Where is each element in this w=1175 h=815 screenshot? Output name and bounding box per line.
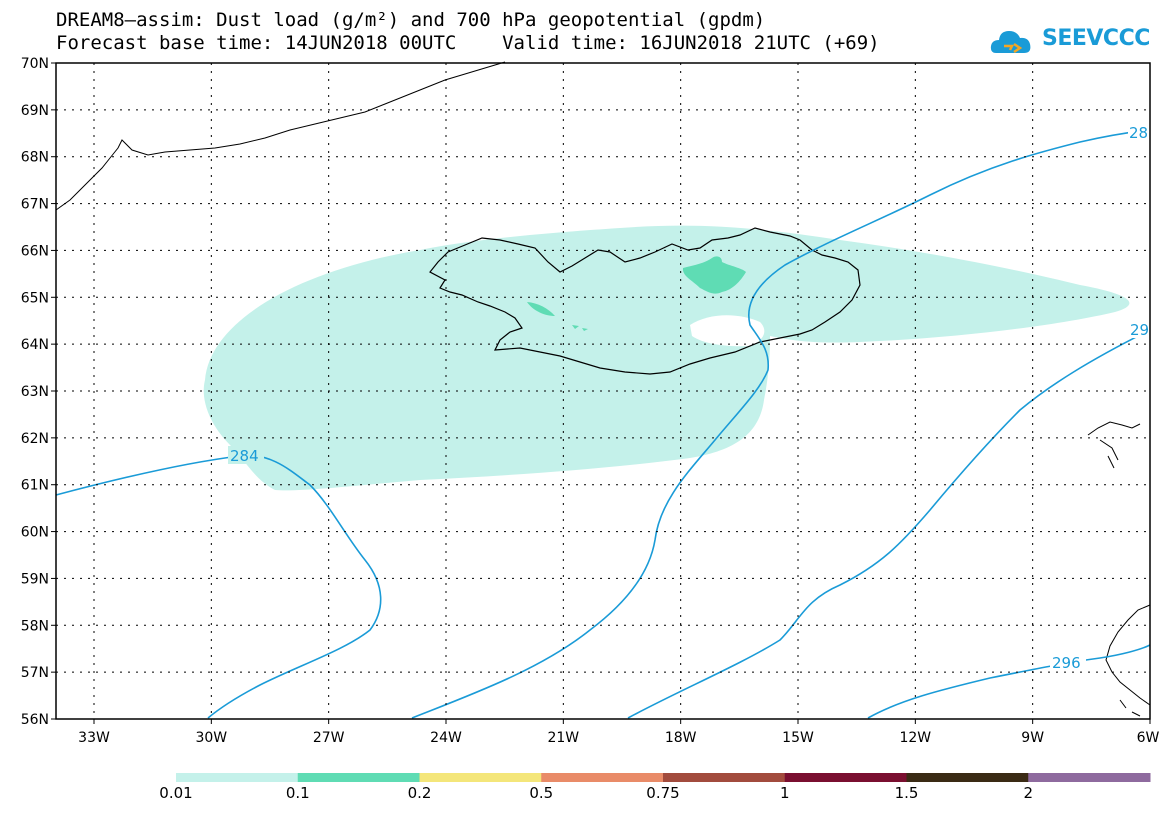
lat-label: 66N xyxy=(21,243,49,259)
colorbar xyxy=(176,773,1151,782)
colorbar-segment xyxy=(297,773,420,782)
colorbar-label: 0.2 xyxy=(407,784,432,802)
faroe-islands xyxy=(1087,421,1141,469)
colorbar-segment xyxy=(541,773,664,782)
lat-label: 59N xyxy=(21,571,49,587)
greenland-coastline xyxy=(55,61,506,211)
lon-label: 9W xyxy=(1021,730,1044,746)
lon-label: 15W xyxy=(782,730,814,746)
lat-label: 70N xyxy=(21,56,49,72)
lat-label: 56N xyxy=(21,712,49,728)
lon-label: 24W xyxy=(430,730,462,746)
iceland-coastline xyxy=(429,227,861,375)
map-title-line-2: Forecast base time: 14JUN2018 00UTC Vali… xyxy=(56,32,880,54)
lat-label: 63N xyxy=(21,384,49,400)
lat-label: 64N xyxy=(21,337,49,353)
lat-label: 67N xyxy=(21,197,49,213)
lon-label: 6W xyxy=(1137,730,1160,746)
dust-gap-vatnajokull xyxy=(690,315,765,347)
colorbar-label: 0.1 xyxy=(285,784,310,802)
colorbar-label: 0.5 xyxy=(529,784,554,802)
axis-ticks xyxy=(51,62,1151,724)
map-title-line-1: DREAM8–assim: Dust load (g/m²) and 700 h… xyxy=(56,9,766,31)
latitude-labels: 70N 69N 68N 67N 66N 65N 64N 63N 62N 61N 60N 59N 58N 5… xyxy=(21,56,49,728)
lon-label: 33W xyxy=(78,730,110,746)
cloud-logo-icon xyxy=(990,31,1031,54)
contour-284 xyxy=(55,454,382,719)
contour-296 xyxy=(867,644,1151,719)
colorbar-segment xyxy=(906,773,1029,782)
longitude-labels: 33W 30W 27W 24W 21W 18W 15W 12W 9W 6W xyxy=(78,730,1159,746)
colorbar-label: 0.75 xyxy=(646,784,680,802)
contour-middle xyxy=(411,129,1151,719)
colorbar-segment xyxy=(1028,773,1151,782)
contour-south xyxy=(627,329,1151,719)
lat-label: 65N xyxy=(21,290,49,306)
lat-label: 58N xyxy=(21,618,49,634)
contour-label-296: 296 xyxy=(1052,654,1081,672)
colorbar-label: 2 xyxy=(1023,784,1034,802)
lon-label: 12W xyxy=(899,730,931,746)
colorbar-segment xyxy=(176,773,299,782)
colorbar-segment xyxy=(663,773,786,782)
dust-area-mid-north xyxy=(682,256,746,294)
graticule xyxy=(56,63,1150,719)
dust-area-mid-speck xyxy=(572,325,588,331)
lat-label: 61N xyxy=(21,478,49,494)
contour-label-284: 284 xyxy=(230,447,259,465)
colorbar-segment xyxy=(419,773,542,782)
lat-label: 57N xyxy=(21,665,49,681)
contour-label-28: 28 xyxy=(1129,124,1148,142)
lat-label: 62N xyxy=(21,431,49,447)
lat-label: 68N xyxy=(21,150,49,166)
colorbar-label: 1 xyxy=(779,784,790,802)
colorbar-label: 0.01 xyxy=(159,784,193,802)
dust-area-low xyxy=(203,225,1130,491)
geopotential-contours xyxy=(55,129,1151,719)
contour-label-29: 29 xyxy=(1130,321,1149,339)
logo-text: SEEVCCC xyxy=(1042,26,1150,51)
lat-label: 69N xyxy=(21,103,49,119)
lon-label: 30W xyxy=(195,730,227,746)
contour-labels: 284 296 28 29 xyxy=(228,122,1150,672)
lon-label: 18W xyxy=(665,730,697,746)
dust-area-mid-west xyxy=(527,302,555,316)
colorbar-label: 1.5 xyxy=(894,784,919,802)
lon-label: 27W xyxy=(313,730,345,746)
lon-label: 21W xyxy=(547,730,579,746)
scotland-coastline xyxy=(1105,604,1151,717)
lat-label: 60N xyxy=(21,525,49,541)
colorbar-segment xyxy=(784,773,907,782)
